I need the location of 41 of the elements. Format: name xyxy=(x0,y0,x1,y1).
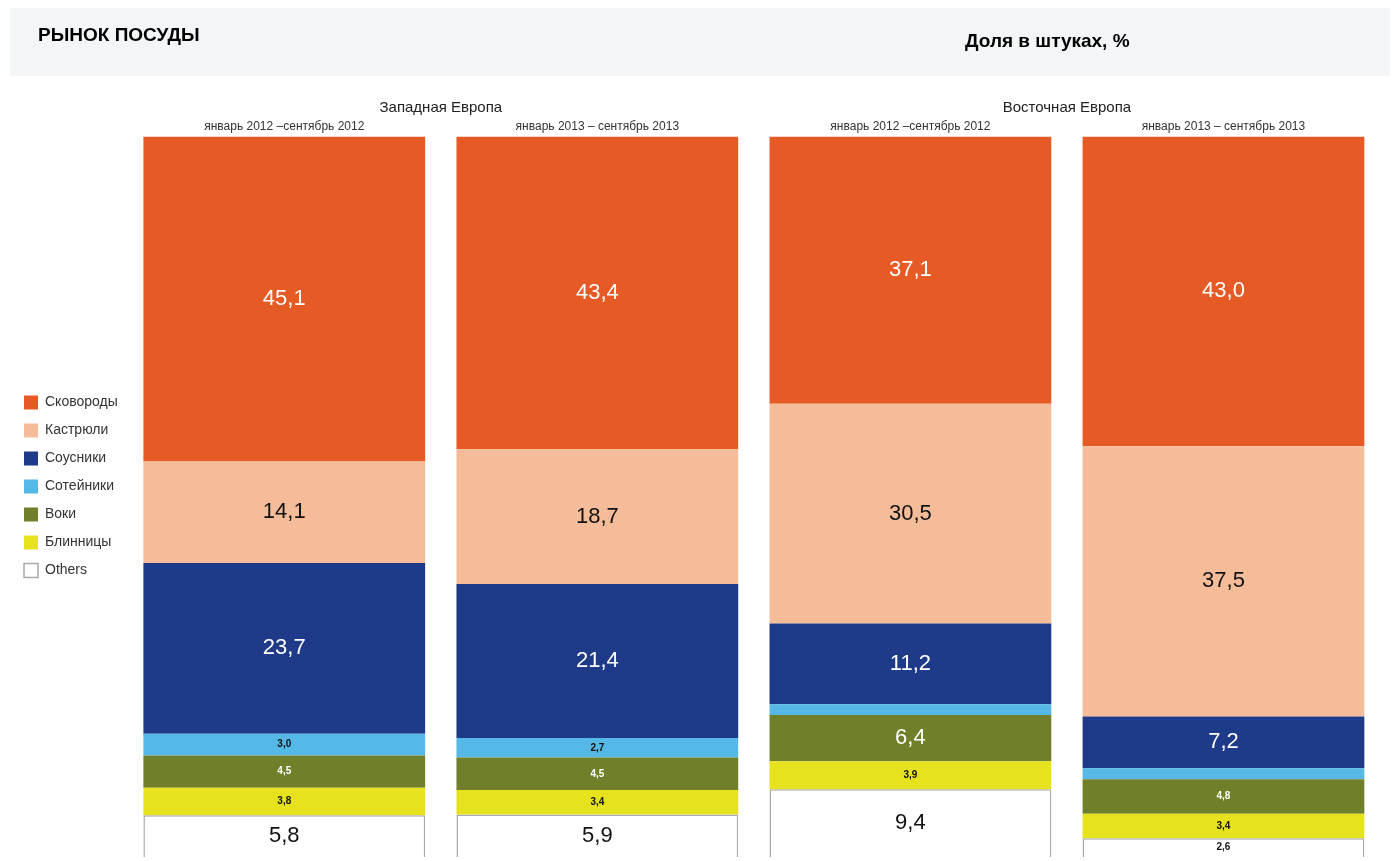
data-label: 4,5 xyxy=(277,765,292,777)
data-label: 5,8 xyxy=(268,822,300,848)
data-label: 37,5 xyxy=(1202,567,1245,593)
chart-title: РЫНОК ПОСУДЫ xyxy=(38,24,200,46)
data-label: 3,9 xyxy=(903,768,918,780)
data-label: 2,7 xyxy=(590,741,605,753)
data-label: 3,4 xyxy=(590,795,605,807)
x-tick-label: январь 2013 – сентябрь 2013 xyxy=(1141,118,1306,133)
data-label: 18,7 xyxy=(575,502,619,528)
data-label: 30,5 xyxy=(888,499,932,525)
legend-label: Кастрюли xyxy=(45,421,109,438)
data-label: 3,0 xyxy=(277,738,292,750)
data-label: 4,5 xyxy=(590,767,605,779)
data-label: 11,2 xyxy=(889,649,931,675)
data-label: 7,2 xyxy=(1208,728,1239,754)
data-label: 14,1 xyxy=(262,498,306,524)
data-label: 6,4 xyxy=(895,724,926,750)
text: Восточная Европа xyxy=(1002,98,1132,116)
data-label: 23,7 xyxy=(262,634,306,660)
legend-label: Сковороды xyxy=(45,393,118,410)
legend-label: Воки xyxy=(45,505,77,522)
legend-label: Сотейники xyxy=(45,477,114,494)
data-label: 2,6 xyxy=(1216,841,1231,853)
data-label: 9,4 xyxy=(895,809,926,835)
legend-label: Блинницы xyxy=(45,533,112,550)
data-label: 45,1 xyxy=(262,284,306,310)
legend-label: Others xyxy=(45,561,88,578)
x-tick-label: январь 2013 – сентябрь 2013 xyxy=(515,118,680,133)
data-label: 21,4 xyxy=(575,647,619,673)
data-label: 43,4 xyxy=(575,278,619,304)
data-label: 37,1 xyxy=(888,256,932,282)
data-label: 3,8 xyxy=(277,795,292,807)
x-tick-label: январь 2012 –сентябрь 2012 xyxy=(830,118,991,133)
data-label: 43,0 xyxy=(1202,277,1245,303)
text: Западная Европа xyxy=(379,98,503,116)
legend-label: Соусники xyxy=(45,449,107,466)
chart-subtitle: Доля в штуках, % xyxy=(965,30,1130,52)
data-label: 3,4 xyxy=(1216,819,1231,831)
data-label: 4,8 xyxy=(1216,790,1231,802)
x-tick-label: январь 2012 –сентябрь 2012 xyxy=(204,118,365,133)
data-label: 5,9 xyxy=(582,821,613,847)
